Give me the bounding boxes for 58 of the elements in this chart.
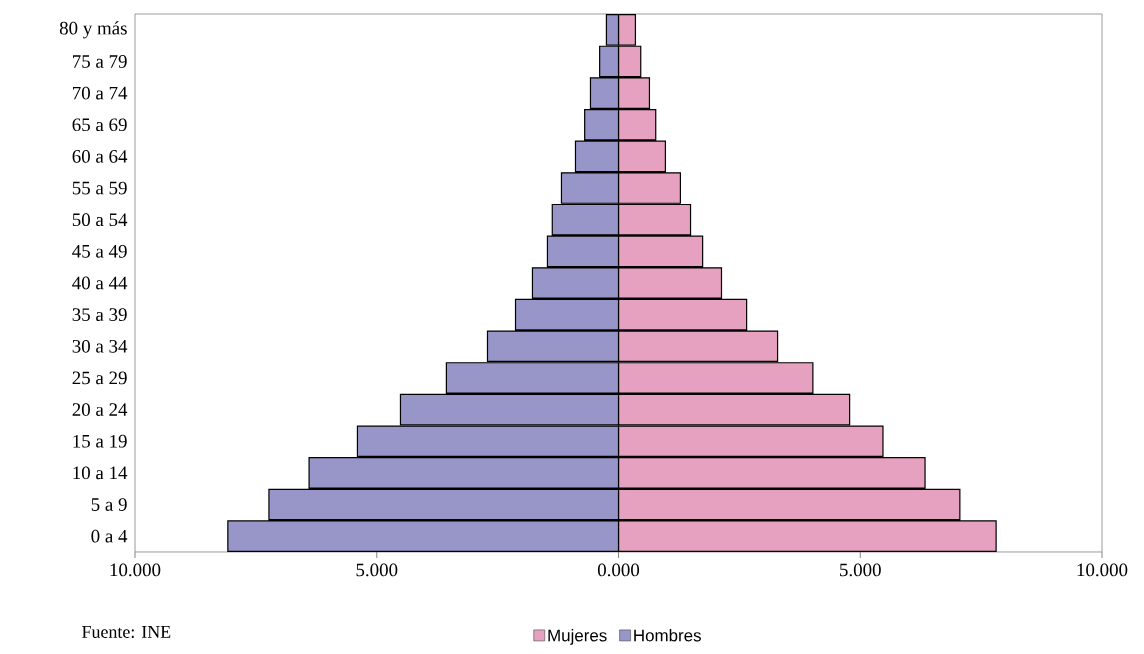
bar [617, 330, 779, 363]
bar [486, 330, 620, 363]
y-tick-label: 40 a 44 [72, 276, 128, 290]
bar [399, 393, 620, 426]
legend-label: Hombres [634, 629, 701, 642]
bar [356, 425, 620, 458]
bar [589, 77, 620, 109]
bar [308, 457, 620, 489]
bar [599, 45, 620, 78]
bar [617, 393, 851, 426]
bar [617, 108, 657, 141]
y-tick-label: 15 a 19 [73, 434, 127, 448]
y-tick-label: 20 a 24 [72, 403, 128, 416]
y-tick-label: 50 a 54 [72, 213, 128, 227]
bar [617, 14, 637, 46]
y-tick-label: 30 a 34 [72, 339, 128, 353]
source-note: Fuente: INE [82, 625, 171, 638]
bar [617, 140, 667, 173]
bar [546, 235, 620, 268]
bar [617, 172, 681, 204]
y-tick-label: 25 a 29 [72, 371, 127, 385]
x-tick-label: 5.000 [356, 563, 398, 577]
y-tick-label: 60 a 64 [72, 150, 128, 163]
y-tick-label: 80 y más [59, 21, 127, 39]
y-tick-label: 45 a 49 [72, 244, 127, 258]
bar [617, 267, 723, 299]
y-tick-label: 75 a 79 [73, 55, 127, 68]
y-tick-label: 65 a 69 [72, 118, 127, 132]
bar [617, 45, 642, 78]
x-tick-label: 10.000 [1077, 563, 1128, 577]
bar [584, 108, 620, 141]
bar [445, 362, 620, 394]
bar [617, 425, 884, 458]
y-tick-label: 70 a 74 [73, 86, 128, 100]
bar [617, 203, 692, 236]
x-tick-label: 5.000 [840, 563, 881, 577]
bar [514, 298, 620, 331]
bar [617, 457, 926, 489]
x-tick-label: 10.000 [110, 563, 161, 577]
y-tick-label: 10 a 14 [73, 466, 128, 480]
bar [268, 488, 620, 521]
bar [617, 77, 651, 109]
y-tick-label: 55 a 59 [72, 181, 127, 195]
legend-label: Mujeres [548, 629, 607, 645]
bar [617, 235, 704, 268]
y-tick-label: 5 a 9 [91, 498, 127, 511]
bar [560, 172, 620, 204]
bar [617, 298, 748, 331]
bar [531, 267, 620, 299]
bar [551, 203, 620, 236]
bar [574, 140, 620, 173]
y-tick-label: 0 a 4 [91, 529, 128, 543]
y-tick-label: 35 a 39 [72, 308, 127, 321]
bar [617, 488, 961, 521]
bar [617, 520, 997, 552]
bar [227, 520, 620, 552]
bar [617, 362, 814, 394]
x-tick-label: 0.000 [597, 563, 640, 577]
